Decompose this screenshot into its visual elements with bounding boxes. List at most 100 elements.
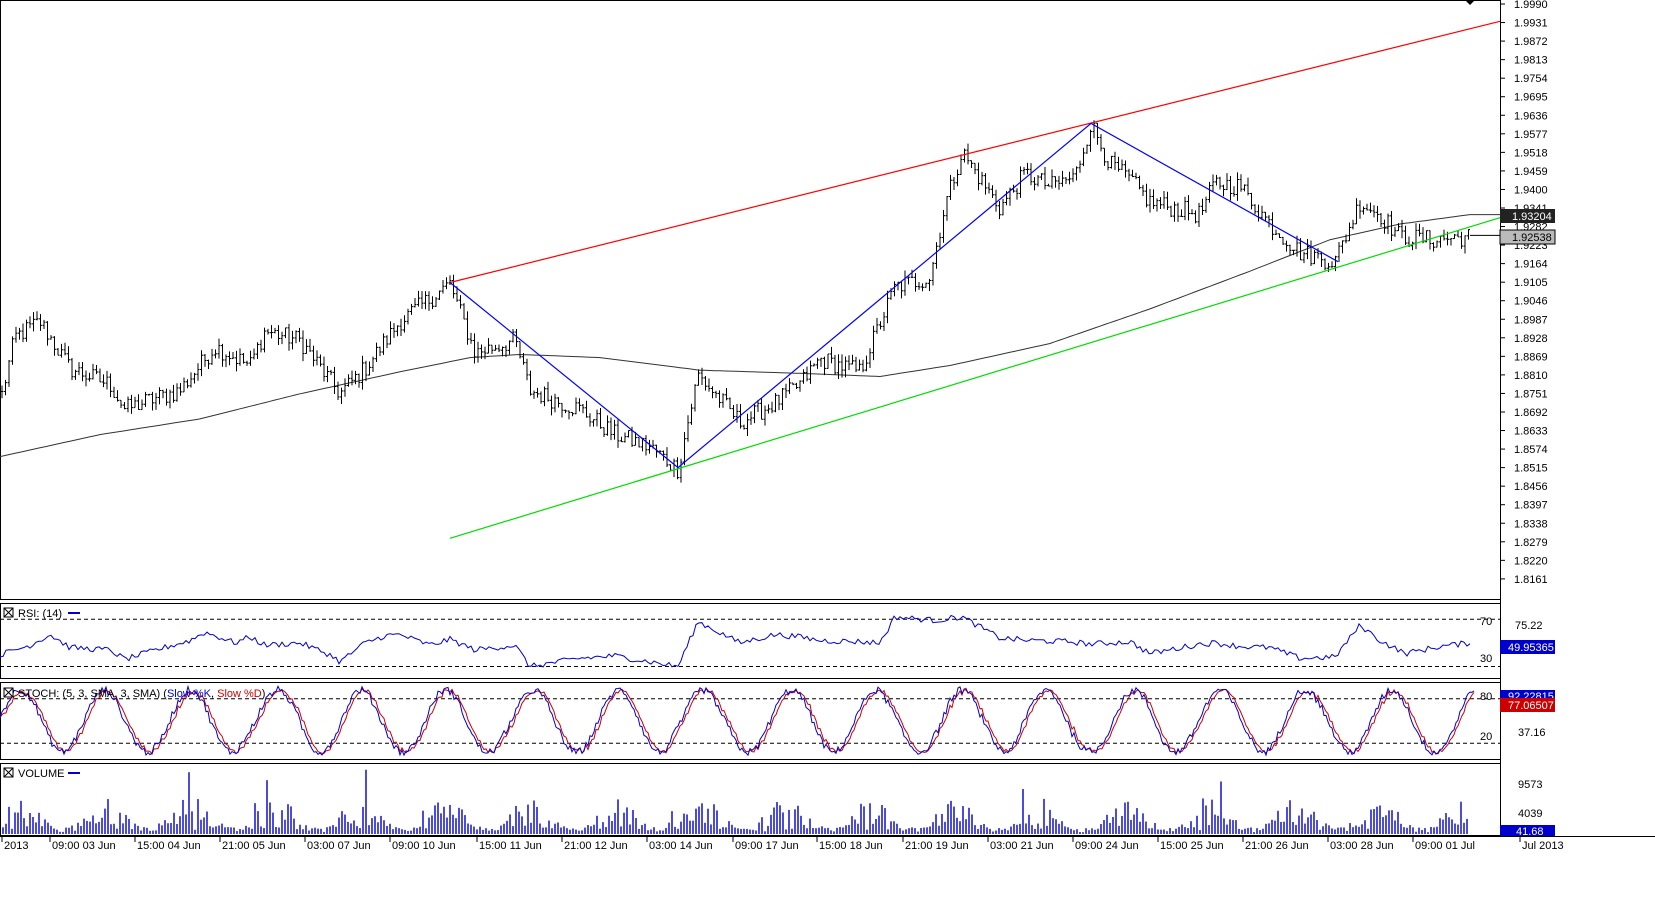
ohlc-bar <box>4 379 7 396</box>
ohlc-bar <box>298 327 301 342</box>
ohlc-bar <box>1089 129 1092 152</box>
ohlc-bar <box>525 358 529 381</box>
ohlc-bar <box>1082 147 1085 167</box>
ohlc-bar <box>756 399 760 412</box>
ohlc-bar <box>497 344 501 352</box>
ohlc-bar <box>123 402 126 410</box>
rsi-level-30-label: 30 <box>1480 653 1492 665</box>
ohlc-bar <box>1208 181 1211 203</box>
ohlc-bar <box>1043 166 1047 190</box>
ohlc-bar <box>231 352 235 360</box>
ohlc-bar <box>333 366 336 395</box>
ohlc-bar <box>1092 120 1096 139</box>
ohlc-bar <box>77 362 81 376</box>
ohlc-bar <box>917 281 921 290</box>
ohlc-bar <box>112 386 116 398</box>
stoch-title: STOCH: (5, 3, SMA, 3, SMA) (Slow %K, Slo… <box>3 687 265 700</box>
ohlc-bar <box>1365 203 1369 211</box>
ohlc-bar <box>354 370 357 385</box>
ohlc-bar <box>935 242 938 269</box>
ohlc-bar <box>151 391 154 411</box>
ohlc-bar <box>1187 195 1190 221</box>
ohlc-bar <box>735 404 739 423</box>
ohlc-bar <box>865 355 868 372</box>
ohlc-bar <box>1404 225 1407 246</box>
ohlc-bar <box>165 388 168 406</box>
price-tick-label: 1.9754 <box>1514 73 1548 85</box>
ohlc-bar <box>763 405 767 426</box>
volume-value-tag: 41.68 <box>1500 825 1555 838</box>
ohlc-bar <box>1278 233 1281 239</box>
ohlc-bar <box>1138 175 1141 190</box>
ohlc-bar <box>487 338 490 354</box>
ohlc-bar <box>494 344 497 351</box>
ohlc-bar <box>312 345 315 367</box>
stoch-d-line <box>0 687 1475 756</box>
ohlc-bar <box>1215 174 1218 186</box>
stoch-d-tag: 77.06507 <box>1500 698 1555 712</box>
ohlc-bar <box>543 386 546 407</box>
ohlc-bar <box>893 281 896 297</box>
ohlc-bar <box>945 196 949 221</box>
ohlc-bar <box>462 303 466 320</box>
ohlc-bar <box>1022 166 1026 175</box>
ohlc-bar <box>851 354 854 365</box>
ohlc-bar <box>1432 242 1435 252</box>
ohlc-bar <box>1246 177 1250 196</box>
ohlc-bar <box>1463 235 1467 254</box>
ohlc-bar <box>518 341 522 359</box>
price-tick-label: 1.9046 <box>1514 296 1548 308</box>
price-tick-label: 1.8279 <box>1514 537 1548 549</box>
ohlc-bar <box>1054 176 1057 188</box>
ohlc-bar <box>1134 172 1138 180</box>
ohlc-bar <box>1428 230 1432 250</box>
ohlc-bar <box>200 350 203 377</box>
ohlc-bar <box>308 338 312 352</box>
ohlc-bar <box>1103 147 1106 166</box>
ohlc-bar <box>1460 231 1463 249</box>
ohlc-bar <box>595 409 599 427</box>
ohlc-bar <box>473 333 476 364</box>
ohlc-bar <box>991 185 994 198</box>
ohlc-bar <box>578 398 581 412</box>
ohlc-bar <box>445 277 448 290</box>
ohlc-bar <box>1449 238 1453 246</box>
ohlc-bar <box>130 394 133 414</box>
time-tick-label: 21:00 19 Jun <box>905 840 969 852</box>
volume-layer <box>2 769 1468 834</box>
ohlc-bar <box>644 435 648 456</box>
ohlc-bar <box>1120 159 1124 171</box>
ohlc-bar <box>546 381 550 402</box>
ohlc-bar <box>627 430 630 438</box>
time-tick-label: 03:00 28 Jun <box>1330 840 1394 852</box>
ohlc-bar <box>1260 205 1264 221</box>
ohlc-bar <box>466 311 469 345</box>
ohlc-bar <box>1201 198 1204 216</box>
ohlc-bar <box>340 387 343 404</box>
ohlc-bar <box>784 383 788 399</box>
time-tick-label: 15:00 11 Jun <box>479 840 542 852</box>
ohlc-bar <box>728 397 732 410</box>
ohlc-bar <box>798 380 802 392</box>
ohlc-bar <box>182 377 186 393</box>
ohlc-bar <box>1453 233 1456 240</box>
ohlc-bar <box>952 177 956 190</box>
ohlc-bar <box>336 381 340 401</box>
ohlc-bar <box>1411 241 1414 251</box>
stoch-d-tag-text: 77.06507 <box>1508 700 1554 712</box>
ohlc-bar <box>280 331 284 345</box>
ohlc-bar <box>382 333 385 355</box>
ohlc-bar <box>116 390 119 402</box>
ohlc-bar <box>1225 173 1229 191</box>
ohlc-bar <box>1344 234 1348 244</box>
ohlc-bar <box>581 403 585 414</box>
ohlc-bar <box>739 404 742 429</box>
ohlc-bar <box>161 389 165 399</box>
ohlc-bar <box>21 323 25 343</box>
ohlc-bar <box>284 327 287 339</box>
scroll-marker-icon[interactable] <box>1465 0 1475 5</box>
ohlc-bar <box>1155 198 1159 212</box>
ohlc-bar <box>875 317 879 334</box>
ohlc-bar <box>1250 192 1253 210</box>
ohlc-bar <box>1110 155 1113 169</box>
